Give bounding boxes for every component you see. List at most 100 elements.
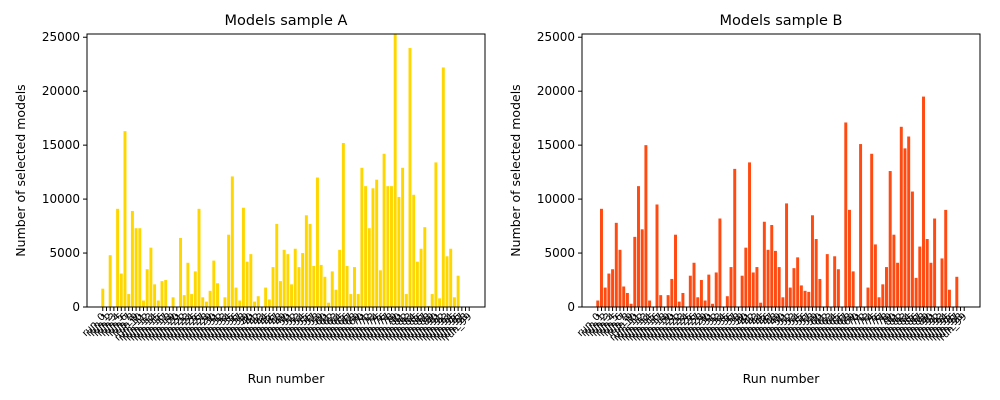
- bar: [707, 274, 711, 307]
- bar: [393, 34, 397, 307]
- y-axis-ticks: 0 5000 10000 15000 20000 25000: [537, 30, 582, 314]
- bar: [301, 253, 305, 307]
- bar: [201, 297, 205, 307]
- bar: [633, 236, 637, 307]
- plot-frame: [581, 33, 981, 308]
- bar: [253, 301, 257, 307]
- bar: [666, 295, 670, 307]
- bar: [777, 267, 781, 307]
- bar: [241, 207, 245, 307]
- bar: [412, 194, 416, 307]
- bar: [611, 269, 615, 307]
- bar: [603, 287, 607, 307]
- bar: [785, 203, 789, 307]
- bar: [711, 303, 715, 307]
- x-axis-ticks: run_0run_1run_2run_3run_4run_5run_6run_7…: [80, 307, 474, 344]
- bar: [327, 302, 331, 307]
- bar: [441, 67, 445, 307]
- bar: [349, 294, 353, 307]
- bar: [271, 267, 275, 307]
- bar-series: [101, 34, 460, 307]
- bar: [419, 248, 423, 307]
- bar: [877, 297, 881, 307]
- bar: [378, 270, 382, 307]
- bar: [256, 296, 260, 307]
- bar: [596, 300, 600, 307]
- bar: [319, 264, 323, 307]
- bar: [755, 267, 759, 307]
- bar: [123, 131, 127, 307]
- bar: [607, 273, 611, 307]
- bar: [881, 284, 885, 307]
- bar: [674, 234, 677, 307]
- bar: [315, 177, 319, 307]
- bar: [947, 289, 951, 307]
- bar: [216, 283, 220, 307]
- bar: [386, 186, 390, 307]
- bar: [766, 249, 770, 307]
- bar: [408, 48, 412, 307]
- bar: [286, 254, 290, 307]
- bar: [304, 215, 308, 307]
- bar: [190, 294, 194, 307]
- y-tick-label: 0: [72, 300, 80, 314]
- bar: [371, 188, 375, 307]
- bar: [108, 255, 112, 307]
- bar: [699, 280, 703, 307]
- bar: [445, 256, 449, 307]
- bar: [179, 237, 182, 307]
- bar: [955, 276, 959, 307]
- y-tick-label: 25000: [42, 30, 80, 44]
- bar: [688, 275, 692, 307]
- bar: [230, 176, 234, 307]
- bar: [625, 292, 629, 307]
- bar: [212, 260, 216, 307]
- bar: [899, 126, 903, 307]
- bar: [264, 287, 268, 307]
- bar: [352, 267, 356, 307]
- bar: [423, 227, 427, 307]
- chart-panel-a: Models sample A Run number Number of sel…: [13, 13, 486, 386]
- bar: [430, 294, 434, 307]
- bar: [427, 305, 430, 307]
- bar: [788, 287, 792, 307]
- bar: [903, 148, 907, 307]
- bar: [714, 272, 718, 307]
- bar: [729, 267, 733, 307]
- bar: [907, 136, 911, 307]
- bar: [600, 208, 603, 307]
- bar: [744, 247, 748, 307]
- bar: [644, 145, 648, 307]
- bar: [293, 248, 297, 307]
- bar: [390, 186, 393, 307]
- bar: [438, 298, 442, 307]
- bar: [382, 153, 386, 307]
- bar: [677, 301, 681, 307]
- bar: [770, 224, 774, 307]
- bar: [925, 239, 929, 307]
- y-tick-label: 15000: [42, 138, 80, 152]
- bar: [733, 168, 737, 307]
- x-axis-label: Run number: [248, 371, 326, 386]
- bar: [773, 250, 777, 307]
- bar: [740, 275, 744, 307]
- bar: [153, 284, 157, 307]
- bar: [142, 300, 145, 307]
- bar: [751, 272, 755, 307]
- bar: [360, 167, 364, 307]
- bar: [888, 171, 892, 307]
- bar: [101, 288, 105, 307]
- bar: [245, 261, 249, 307]
- bar: [323, 276, 327, 307]
- y-tick-label: 5000: [544, 246, 575, 260]
- bar: [345, 265, 349, 307]
- chart-panel-b: Models sample B Run number Number of sel…: [508, 13, 981, 386]
- bar: [940, 258, 944, 307]
- y-tick-label: 5000: [49, 246, 80, 260]
- bar: [637, 186, 640, 307]
- bar: [434, 162, 438, 307]
- bar: [186, 262, 190, 307]
- bar: [792, 268, 796, 307]
- bar: [401, 167, 405, 307]
- bar: [312, 265, 316, 307]
